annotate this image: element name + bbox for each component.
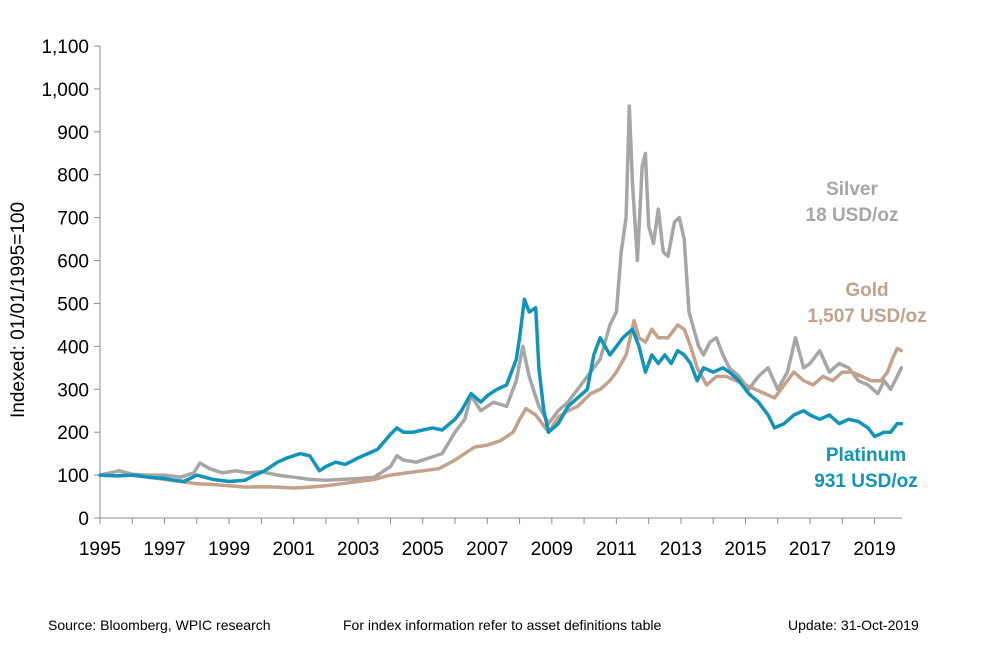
gold-price: 1,507 USD/oz (807, 306, 926, 327)
y-tick-label: 200 (57, 423, 89, 444)
x-tick-label: 2019 (853, 539, 895, 560)
silver-name: Silver (826, 179, 878, 200)
x-tick-label: 2005 (402, 539, 444, 560)
platinum-price: 931 USD/oz (814, 471, 917, 492)
x-axis: 1995 1997 1999 2001 2003 2005 2007 2009 2011 2013… (79, 517, 902, 560)
x-tick-label: 2003 (337, 539, 379, 560)
gold-label: Gold 1,507 USD/oz (807, 280, 926, 327)
x-tick-label: 2013 (660, 539, 702, 560)
x-tick-label: 2007 (466, 539, 508, 560)
update-note: Update: 31-Oct-2019 (788, 617, 919, 633)
plot-area (98, 104, 904, 490)
y-tick-label: 900 (57, 123, 89, 144)
x-tick-label: 2017 (789, 539, 831, 560)
x-tick-label: 2001 (273, 539, 315, 560)
y-axis: 0 100 200 300 400 500 600 700 800 900 1,000 1,100 (41, 37, 101, 530)
platinum-label: Platinum 931 USD/oz (814, 445, 917, 492)
silver-price: 18 USD/oz (806, 205, 899, 226)
x-tick-label: 2011 (596, 539, 637, 560)
y-tick-label: 400 (57, 337, 89, 358)
x-tick-label: 2009 (531, 539, 573, 560)
y-tick-label: 300 (57, 380, 89, 401)
platinum-name: Platinum (826, 445, 906, 466)
x-tick-label: 1999 (208, 539, 250, 560)
y-tick-label: 700 (57, 209, 89, 230)
y-axis-title: Indexed: 01/01/1995=100 (8, 202, 29, 418)
gold-name: Gold (845, 280, 888, 301)
x-tick-label: 1997 (143, 539, 185, 560)
platinum-line (98, 297, 904, 484)
gold-line (98, 318, 904, 490)
y-tick-label: 0 (78, 509, 89, 530)
x-tick-label: 2015 (724, 539, 766, 560)
silver-line (98, 104, 904, 482)
y-tick-label: 500 (57, 294, 89, 315)
y-tick-label: 600 (57, 252, 89, 273)
silver-label: Silver 18 USD/oz (806, 179, 899, 226)
y-tick-label: 100 (57, 466, 89, 487)
index-note: For index information refer to asset def… (343, 617, 662, 633)
source-note: Source: Bloomberg, WPIC research (48, 617, 271, 633)
y-tick-label: 1,000 (41, 80, 89, 101)
x-tick-label: 1995 (79, 539, 121, 560)
y-tick-label: 1,100 (41, 37, 89, 58)
y-tick-label: 800 (57, 166, 89, 187)
